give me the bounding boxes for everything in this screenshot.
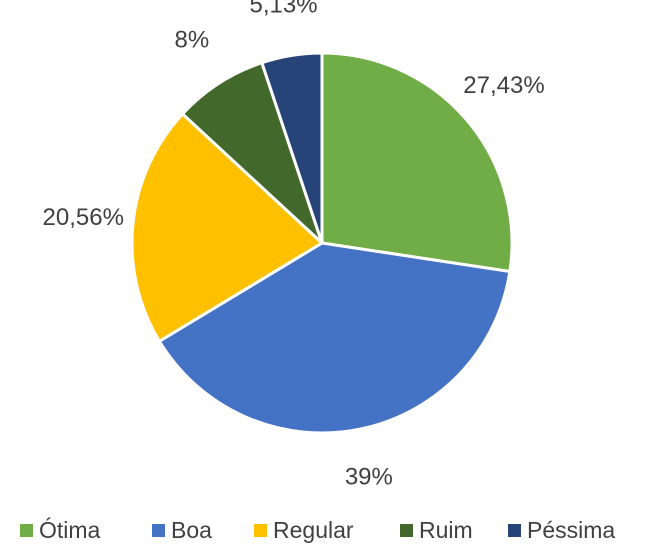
legend-swatch [508, 524, 521, 537]
pie-slice [130, 111, 325, 344]
pie-slice [157, 241, 512, 435]
data-label: 39% [345, 464, 393, 491]
data-label: 5,13% [250, 0, 318, 18]
legend-label: Péssima [527, 517, 615, 543]
legend-label: Regular [273, 517, 354, 543]
data-label: 8% [175, 27, 210, 54]
data-label: 27,43% [463, 72, 544, 99]
legend-swatch [20, 524, 33, 537]
legend-swatch [254, 524, 267, 537]
pie-slice [320, 51, 514, 274]
legend-label: Boa [171, 517, 212, 543]
legend-label: Ruim [419, 517, 473, 543]
legend-label: Ótima [39, 517, 101, 543]
data-label: 20,56% [43, 204, 124, 231]
pie-slice [259, 51, 324, 244]
legend-swatch [400, 524, 413, 537]
pie-slice [180, 60, 324, 245]
legend-swatch [152, 524, 165, 537]
